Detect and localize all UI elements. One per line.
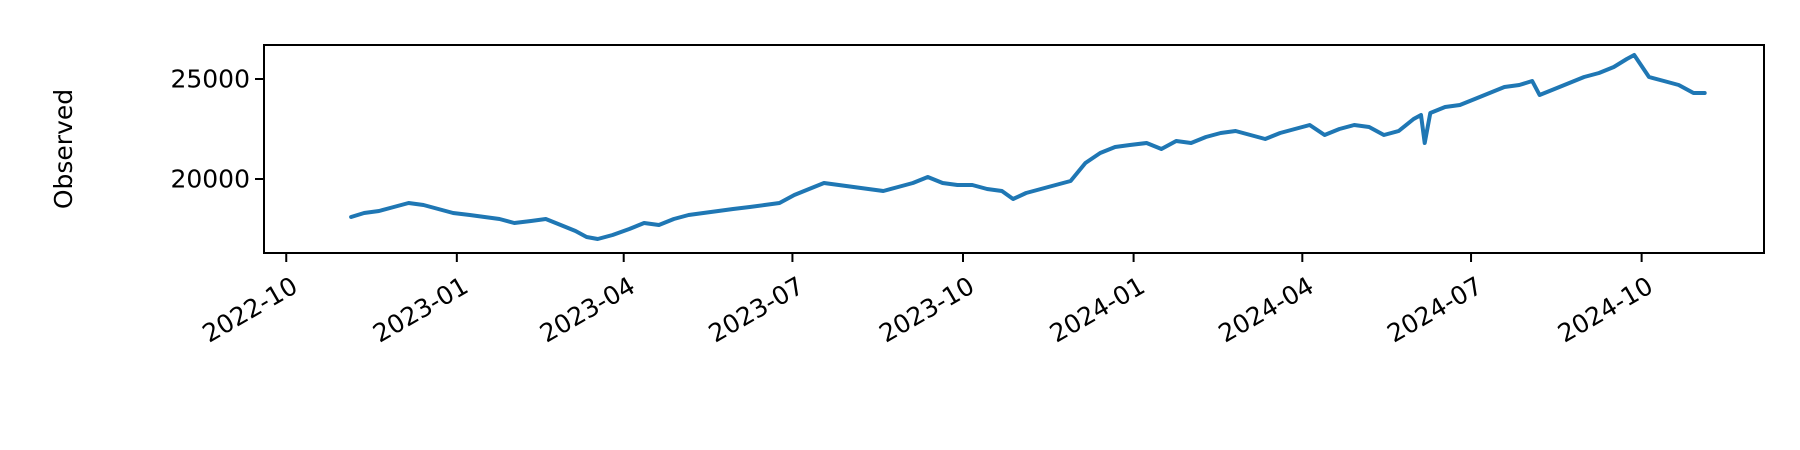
plot-background bbox=[264, 45, 1764, 253]
y-axis-title: Observed bbox=[49, 89, 78, 209]
x-tick-label: 2022-10 bbox=[197, 271, 302, 348]
x-tick-label: 2024-04 bbox=[1214, 271, 1319, 348]
x-tick-label: 2024-07 bbox=[1382, 271, 1487, 348]
y-tick-label: 25000 bbox=[170, 65, 250, 94]
x-tick-label: 2024-10 bbox=[1553, 271, 1658, 348]
y-axis-ticks: 20000 25000 bbox=[170, 65, 264, 194]
observed-series-line bbox=[349, 53, 1707, 241]
x-tick-label: 2024-01 bbox=[1045, 271, 1150, 348]
x-tick-label: 2023-04 bbox=[535, 271, 640, 348]
x-tick-label: 2023-01 bbox=[368, 271, 473, 348]
x-tick-label: 2023-10 bbox=[874, 271, 979, 348]
plot-frame bbox=[263, 44, 1765, 254]
y-tick-label: 20000 bbox=[170, 165, 250, 194]
x-axis-ticks: 2022-10 2023-01 2023-04 2023-07 2023-10 2024-… bbox=[197, 253, 1658, 348]
x-tick-label: 2023-07 bbox=[704, 271, 809, 348]
series-layer bbox=[349, 53, 1707, 241]
